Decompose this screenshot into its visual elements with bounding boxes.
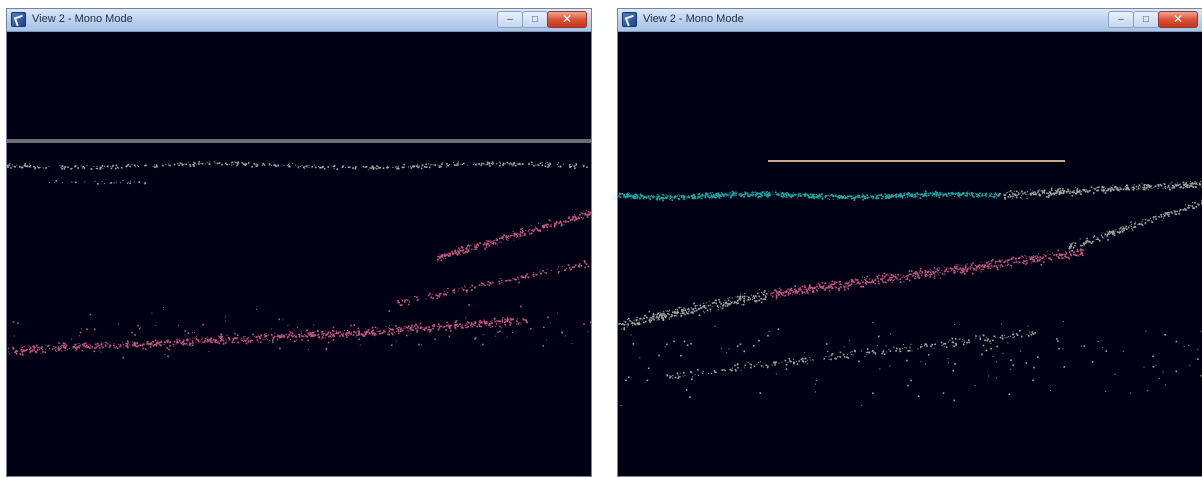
point-cloud-viewport[interactable] [618,32,1202,476]
minimize-button[interactable]: – [497,11,523,28]
viewport-background [7,32,591,476]
close-button[interactable]: ✕ [547,11,587,28]
title-bar[interactable]: View 2 - Mono Mode – □ ✕ [7,9,591,32]
gray-point-band [7,161,588,171]
pink-point-band-upper [437,210,591,262]
gray-point-band-rising [1068,199,1202,252]
window-controls: – □ ✕ [497,11,587,28]
window-title: View 2 - Mono Mode [643,13,744,25]
point-cloud-canvas[interactable] [7,32,592,477]
gray-point-sparse [48,180,146,185]
pink-point-band-lower [397,260,590,306]
window-controls: – □ ✕ [1108,11,1198,28]
view-window-left[interactable]: View 2 - Mono Mode – □ ✕ [6,8,592,477]
maximize-button[interactable]: □ [1133,11,1159,28]
gray-point-band-lower [666,330,1036,380]
pink-point-band [768,248,1084,300]
viewport-background [618,32,1202,476]
gray-point-band-upper [998,180,1202,200]
title-bar[interactable]: View 2 - Mono Mode – □ ✕ [618,9,1202,32]
selection-line [768,160,1065,162]
point-cloud-viewport[interactable] [7,32,591,476]
app-icon [11,12,26,27]
gray-point-band-left [618,289,768,331]
view-window-right[interactable]: View 2 - Mono Mode – □ ✕ [617,8,1202,477]
close-button[interactable]: ✕ [1158,11,1198,28]
point-cloud-canvas[interactable] [618,32,1202,477]
pink-point-band-main [7,317,528,356]
window-title: View 2 - Mono Mode [32,13,133,25]
maximize-button[interactable]: □ [522,11,548,28]
gray-point-scatter [620,321,1202,407]
pink-point-scatter [12,304,591,359]
app-icon [622,12,637,27]
minimize-button[interactable]: – [1108,11,1134,28]
horizontal-separator [7,139,591,143]
teal-point-band [618,190,999,202]
